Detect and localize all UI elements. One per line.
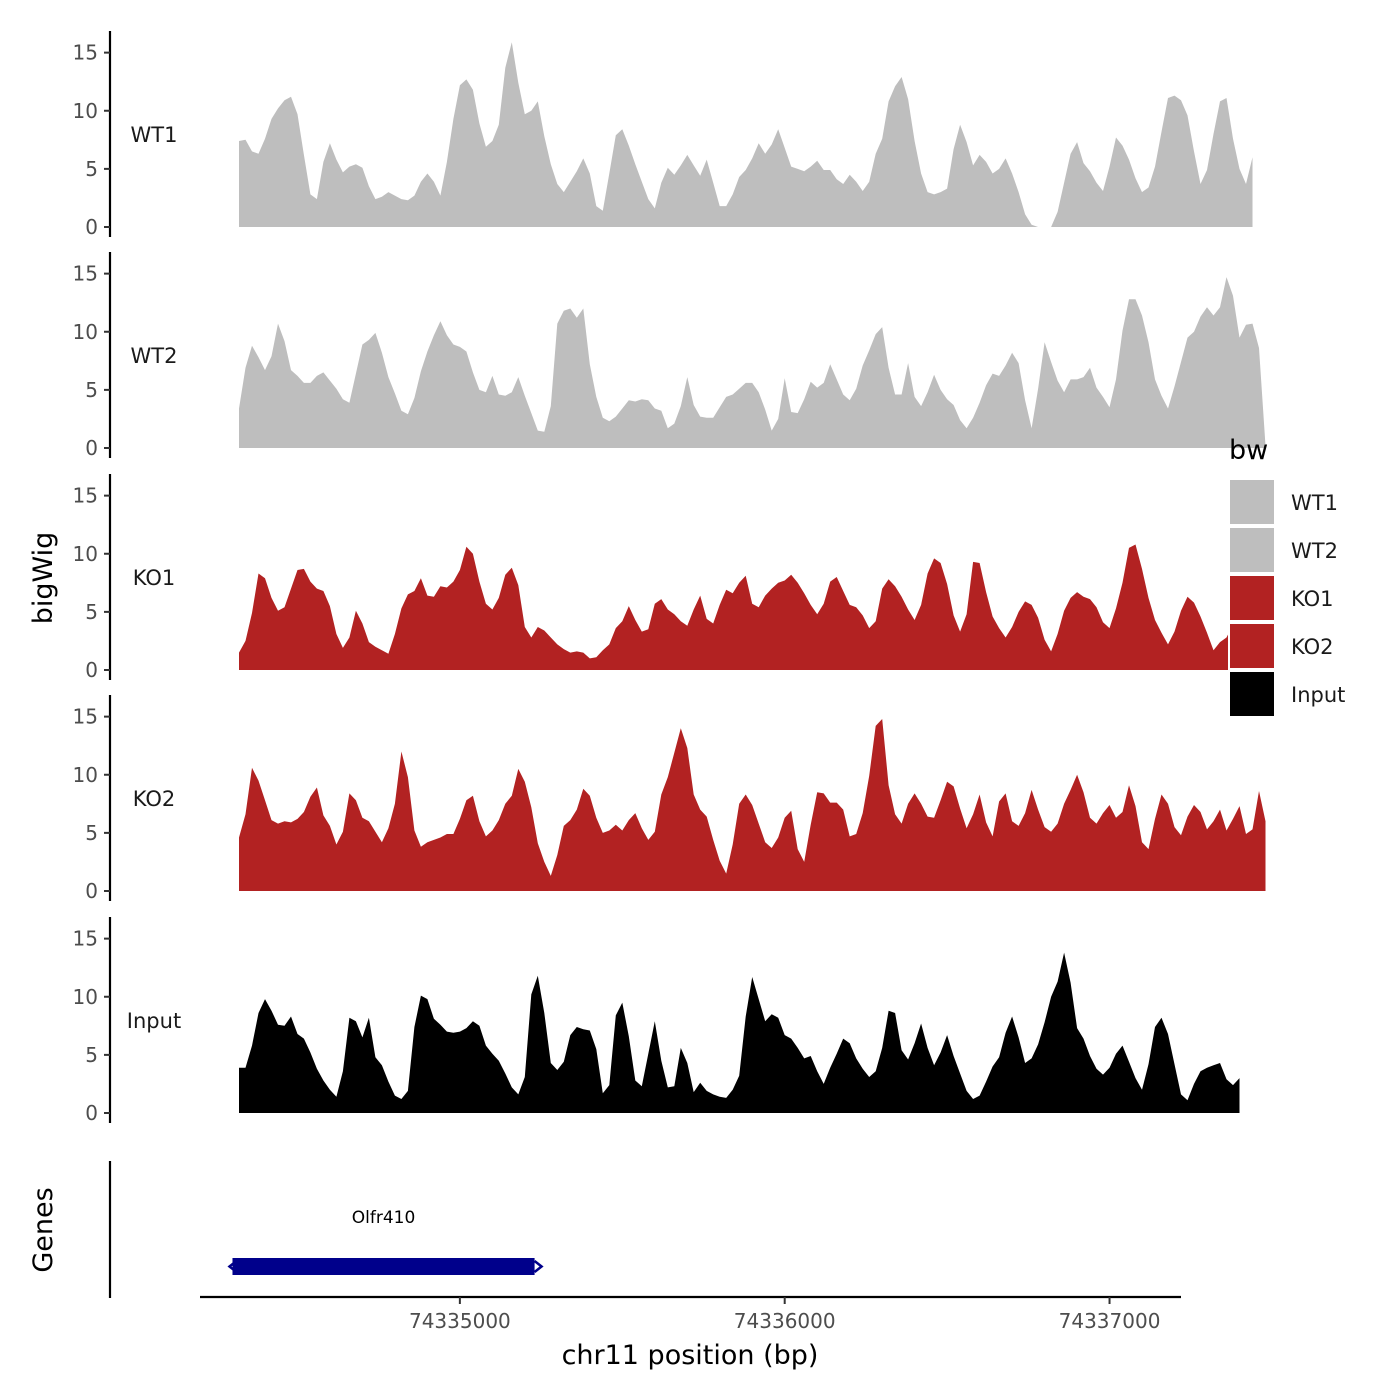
y-tick-label-ko2-0: 0 (85, 879, 98, 903)
legend-item-wt2: WT2 (1228, 526, 1338, 574)
legend-item-ko1: KO1 (1228, 574, 1334, 622)
y-tick-label-wt1-0: 0 (85, 215, 98, 239)
gene-label-olfr410: Olfr410 (352, 1208, 416, 1228)
legend-item-ko2: KO2 (1228, 622, 1334, 670)
legend: bw WT1 WT2 KO1 KO2 Input (1228, 435, 1345, 718)
track-label-input: Input (127, 1009, 181, 1033)
legend-key-wt2 (1228, 526, 1276, 574)
legend-label-ko1: KO1 (1291, 587, 1334, 611)
x-tick-label-74335000: 74335000 (409, 1309, 511, 1333)
y-tick-label-wt1-5: 5 (85, 157, 98, 181)
legend-item-input: Input (1228, 670, 1345, 718)
x-tick-label-74336000: 74336000 (734, 1309, 836, 1333)
gene-strand-arrow-left (227, 1260, 238, 1273)
area-wt2 (239, 277, 1266, 448)
y-tick-label-input-15: 15 (73, 927, 98, 951)
legend-key-ko2 (1228, 622, 1276, 670)
gene-body-olfr410 (232, 1258, 535, 1275)
gene-strand-arrow-right (533, 1260, 544, 1273)
legend-item-wt1: WT1 (1228, 478, 1338, 526)
legend-key-input (1228, 670, 1276, 718)
gene-track: Olfr410 (108, 1161, 544, 1298)
y-tick-label-ko2-10: 10 (73, 763, 98, 787)
track-label-wt2: WT2 (131, 344, 178, 368)
track-label-wt1: WT1 (131, 123, 178, 147)
legend-key-wt1 (1228, 478, 1276, 526)
y-tick-label-wt2-15: 15 (73, 262, 98, 286)
track-panel-ko1: 0 5 10 15 KO1 (73, 474, 1253, 682)
track-label-ko1: KO1 (133, 566, 176, 590)
y-tick-label-ko2-5: 5 (85, 821, 98, 845)
y-tick-label-ko1-10: 10 (73, 542, 98, 566)
y-tick-label-input-5: 5 (85, 1043, 98, 1067)
area-ko2 (239, 719, 1266, 891)
area-ko1 (239, 544, 1253, 670)
x-axis-title: chr11 position (bp) (562, 1340, 819, 1371)
track-label-ko2: KO2 (133, 787, 176, 811)
legend-key-ko1 (1228, 574, 1276, 622)
track-panel-wt1: 0 5 10 15 WT1 (73, 31, 1253, 239)
legend-label-wt1: WT1 (1291, 491, 1338, 515)
legend-label-wt2: WT2 (1291, 539, 1338, 563)
x-axis: 74335000 74336000 74337000 (200, 1295, 1181, 1333)
y-tick-label-wt2-5: 5 (85, 378, 98, 402)
genes-axis-title: Genes (28, 1187, 59, 1272)
y-tick-label-input-10: 10 (73, 985, 98, 1009)
y-tick-label-ko1-0: 0 (85, 658, 98, 682)
y-tick-label-wt1-10: 10 (73, 99, 98, 123)
track-panel-input: 0 5 10 15 Input (73, 917, 1240, 1125)
legend-label-ko2: KO2 (1291, 635, 1334, 659)
y-tick-label-ko1-5: 5 (85, 600, 98, 624)
y-tick-label-ko1-15: 15 (73, 484, 98, 508)
gene-olfr410: Olfr410 (227, 1208, 544, 1275)
track-panels: 0 5 10 15 WT1 0 5 10 15 WT2 0 5 10 15 KO1 0 5 10 15 KO2 0 5 10… (73, 31, 1266, 1125)
y-tick-label-ko2-15: 15 (73, 705, 98, 729)
track-panel-wt2: 0 5 10 15 WT2 (73, 252, 1266, 460)
area-input (239, 952, 1240, 1113)
track-panel-ko2: 0 5 10 15 KO2 (73, 695, 1266, 903)
y-axis-title: bigWig (28, 532, 59, 625)
y-tick-label-wt1-15: 15 (73, 41, 98, 65)
y-tick-label-input-0: 0 (85, 1101, 98, 1125)
y-tick-label-wt2-10: 10 (73, 320, 98, 344)
area-wt1 (239, 42, 1253, 228)
legend-label-input: Input (1291, 683, 1345, 707)
x-tick-label-74337000: 74337000 (1059, 1309, 1161, 1333)
legend-title: bw (1229, 435, 1268, 466)
y-tick-label-wt2-0: 0 (85, 436, 98, 460)
